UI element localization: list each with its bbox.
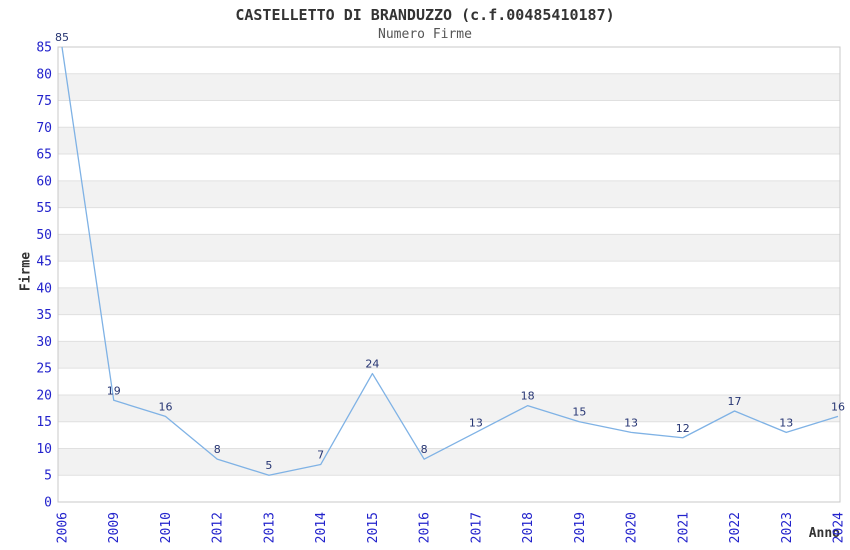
data-point-label: 12: [676, 422, 690, 435]
grid-band: [58, 394, 840, 422]
data-point-label: 85: [55, 31, 69, 44]
x-tick-label: 2020: [625, 512, 640, 543]
y-tick-label: 40: [36, 281, 52, 296]
chart-title: CASTELLETTO DI BRANDUZZO (c.f.0048541018…: [235, 6, 615, 24]
data-point-label: 24: [365, 358, 379, 371]
x-tick-label: 2018: [521, 512, 536, 543]
y-tick-label: 15: [36, 415, 52, 430]
x-axis-title: Anno: [808, 526, 840, 541]
y-tick-label: 50: [36, 228, 52, 243]
data-point-label: 8: [214, 443, 221, 456]
x-tick-label: 2016: [418, 512, 433, 543]
x-tick-label: 2019: [573, 512, 588, 543]
data-point-label: 5: [265, 459, 272, 472]
grid-band: [58, 287, 840, 315]
y-tick-label: 65: [36, 148, 52, 163]
grid-band: [58, 127, 840, 155]
data-point-label: 8: [421, 443, 428, 456]
y-tick-label: 60: [36, 174, 52, 189]
x-tick-label: 2009: [107, 512, 122, 543]
data-point-label: 16: [158, 400, 172, 413]
chart-subtitle: Numero Firme: [378, 27, 472, 42]
x-tick-label: 2014: [314, 512, 329, 543]
data-point-label: 13: [779, 416, 793, 429]
x-tick-label: 2006: [56, 512, 71, 543]
data-point-label: 7: [317, 449, 324, 462]
x-tick-label: 2012: [211, 512, 226, 543]
x-tick-label: 2023: [780, 512, 795, 543]
data-point-label: 13: [469, 416, 483, 429]
y-tick-label: 80: [36, 67, 52, 82]
data-series-line: [61, 46, 839, 476]
y-tick-label: 30: [36, 335, 52, 350]
y-tick-label: 25: [36, 362, 52, 377]
y-tick-label: 10: [36, 442, 52, 457]
y-tick-label: 45: [36, 255, 52, 270]
y-tick-label: 55: [36, 201, 52, 216]
x-tick-label: 2015: [366, 512, 381, 543]
grid-band: [58, 180, 840, 208]
y-tick-label: 70: [36, 121, 52, 136]
grid-band: [58, 234, 840, 262]
x-tick-label: 2017: [469, 512, 484, 543]
y-tick-label: 85: [36, 41, 52, 56]
data-point-label: 15: [572, 406, 586, 419]
y-tick-label: 0: [44, 496, 52, 511]
data-point-label: 18: [521, 390, 535, 403]
y-tick-label: 35: [36, 308, 52, 323]
x-tick-label: 2024: [832, 512, 847, 543]
data-point-label: 17: [728, 395, 742, 408]
y-tick-label: 5: [44, 469, 52, 484]
y-tick-label: 75: [36, 94, 52, 109]
data-point-label: 13: [624, 416, 638, 429]
x-tick-label: 2010: [159, 512, 174, 543]
data-point-label: 19: [107, 384, 121, 397]
x-tick-label: 2021: [676, 512, 691, 543]
x-tick-label: 2022: [728, 512, 743, 543]
grid-band: [58, 341, 840, 369]
x-tick-label: 2013: [262, 512, 277, 543]
y-tick-label: 20: [36, 388, 52, 403]
grid-band: [58, 448, 840, 476]
data-point-label: 16: [831, 400, 845, 413]
plot-border: [57, 46, 841, 503]
grid-band: [58, 73, 840, 101]
